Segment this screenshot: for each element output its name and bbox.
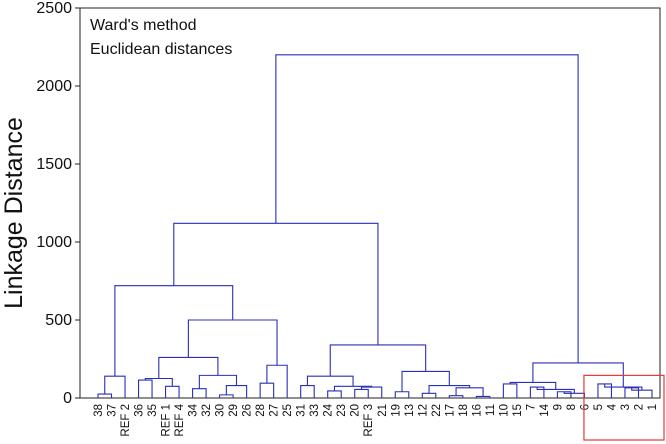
dendrogram-link (187, 319, 278, 366)
leaf-label: 20 (350, 404, 362, 417)
distance-label: Euclidean distances (90, 41, 232, 58)
dendrogram-link (327, 390, 342, 398)
leaf-label: 37 (107, 404, 119, 417)
dendrogram-links (97, 54, 653, 398)
y-tick-label: 1000 (36, 234, 72, 251)
leaf-label: 4 (606, 403, 618, 410)
leaf-label: 31 (296, 404, 308, 417)
leaf-label: 6 (579, 404, 591, 410)
y-tick-label: 0 (63, 390, 72, 407)
dendrogram-link (421, 392, 437, 398)
leaf-label: 11 (485, 404, 497, 416)
dendrogram-link (275, 54, 579, 363)
dendrogram-link (225, 384, 248, 398)
leaf-label: 34 (188, 403, 200, 416)
dendrogram-link (502, 383, 518, 398)
dendrogram-link (428, 384, 471, 394)
leaf-label: 7 (525, 404, 537, 410)
y-tick-label: 1500 (36, 156, 72, 173)
y-axis-title: Linkage Distance (0, 117, 28, 309)
leaf-label: 30 (215, 404, 227, 417)
dendrogram-link (192, 388, 207, 398)
y-tick-label: 2000 (36, 78, 72, 95)
y-tick-label: 500 (45, 312, 72, 329)
leaf-label: 19 (390, 404, 402, 417)
leaf-label: 3 (620, 404, 632, 410)
dendrogram-link (114, 285, 234, 377)
leaf-label: 10 (498, 404, 510, 417)
leaf-label: 2 (633, 404, 645, 410)
leaf-label: REF 4 (174, 403, 186, 436)
leaf-label: REF 1 (161, 404, 173, 437)
leaf-label: 16 (471, 404, 483, 417)
dendrogram-link (97, 393, 113, 398)
method-label: Ward's method (90, 17, 197, 34)
leaf-labels: 38 37 REF 2 36 35 REF 1 REF 4 34 32 30 29 26 28 27 25 3… (93, 403, 659, 436)
dendrogram-link (259, 382, 275, 398)
dendrogram-link (401, 370, 450, 392)
leaf-label: 23 (336, 404, 348, 417)
leaf-label: 9 (552, 404, 564, 410)
dendrogram-link (360, 386, 383, 398)
leaf-label: 1 (647, 404, 659, 410)
dendrogram-link (300, 384, 315, 398)
leaf-label: 15 (512, 404, 524, 417)
leaf-label: 12 (417, 404, 429, 417)
leaf-label: 27 (269, 404, 281, 417)
leaf-label: 24 (323, 403, 335, 416)
y-tick-label: 2500 (36, 0, 72, 17)
leaf-label: 25 (282, 404, 294, 417)
leaf-label: 33 (309, 404, 321, 417)
dendrogram-link (173, 222, 379, 345)
dendrogram-link (266, 364, 288, 398)
leaf-label: 28 (255, 404, 267, 417)
leaf-label: 21 (377, 404, 389, 417)
leaf-label: REF 3 (363, 404, 375, 437)
leaf-label: REF 2 (120, 404, 132, 437)
plot-frame (79, 7, 661, 399)
dendrogram-link (198, 374, 238, 389)
dendrogram-link (354, 388, 369, 398)
leaf-label: 35 (147, 404, 159, 417)
leaf-label: 5 (593, 404, 605, 410)
leaf-label: 18 (458, 404, 470, 417)
leaf-label: 38 (93, 404, 105, 417)
dendrogram-link (104, 375, 126, 398)
leaf-label: 36 (134, 404, 146, 417)
dendrogram-link (137, 379, 153, 398)
dendrogram-link (394, 391, 410, 398)
leaf-label: 29 (228, 404, 240, 417)
leaf-label: 32 (201, 404, 213, 417)
dendrogram-link (165, 385, 180, 398)
leaf-label: 17 (444, 404, 456, 417)
leaf-label: 8 (566, 404, 578, 410)
leaf-label: 13 (404, 404, 416, 417)
dendrogram-link (306, 375, 354, 387)
highlight-box (583, 374, 665, 441)
leaf-label: 22 (431, 404, 443, 417)
leaf-label: 14 (539, 403, 551, 416)
y-axis: 0 500 1000 1500 2000 2500 (36, 0, 80, 407)
leaf-label: 26 (242, 404, 254, 417)
